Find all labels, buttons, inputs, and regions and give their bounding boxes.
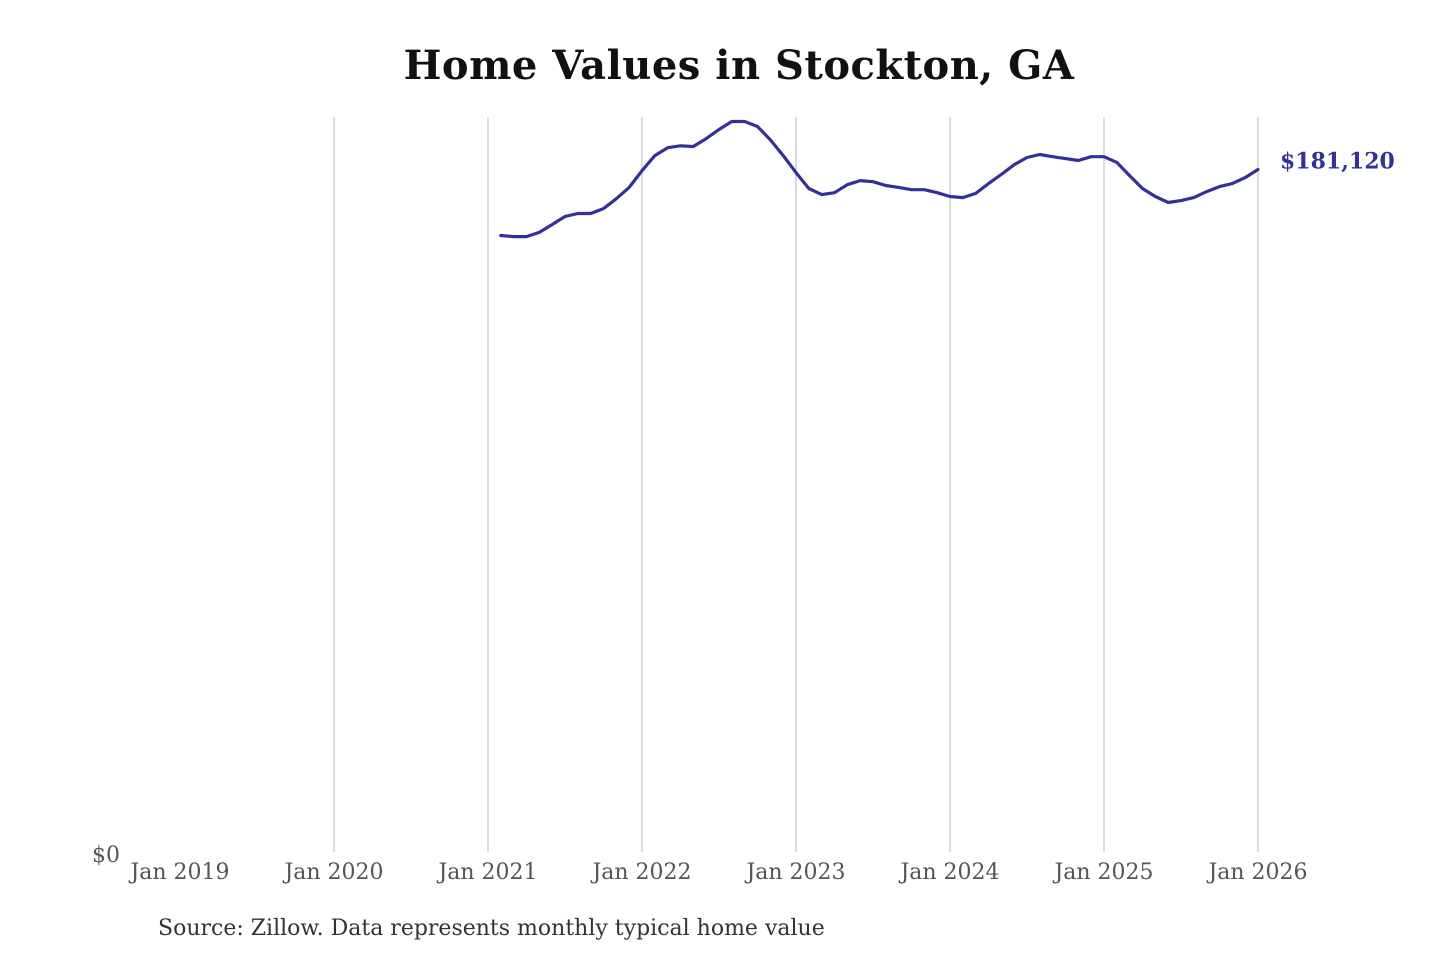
end-value-label: $181,120 <box>1280 149 1395 175</box>
x-tick-label: Jan 2022 <box>590 860 691 885</box>
x-tick-label: Jan 2021 <box>436 860 537 885</box>
x-tick-label: Jan 2024 <box>898 860 999 885</box>
series-line <box>499 119 1260 239</box>
x-tick-label: Jan 2020 <box>282 860 383 885</box>
chart-title: Home Values in Stockton, GA <box>403 42 1075 89</box>
source-note: Source: Zillow. Data represents monthly … <box>158 916 825 941</box>
gridlines <box>333 117 1259 852</box>
x-tick-label: Jan 2026 <box>1206 860 1307 885</box>
x-tick-label: Jan 2023 <box>744 860 845 885</box>
y-tick-label: $0 <box>92 843 120 868</box>
x-tick-label: Jan 2025 <box>1052 860 1153 885</box>
x-axis-ticks: Jan 2019 Jan 2020 Jan 2021 Jan 2022 Jan 2023… <box>128 860 1307 885</box>
x-tick-label: Jan 2019 <box>128 860 229 885</box>
